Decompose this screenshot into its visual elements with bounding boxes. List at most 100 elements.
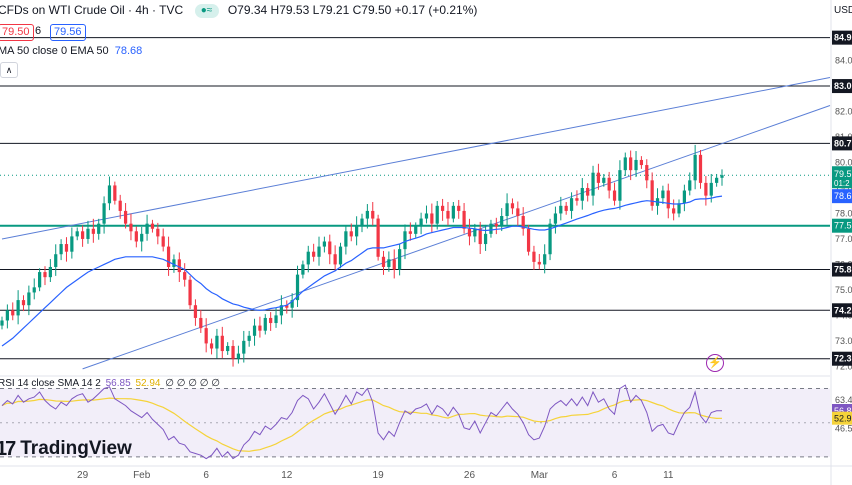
candle-body — [698, 154, 703, 183]
candle-body — [682, 190, 686, 204]
time-axis-tick: 11 — [663, 470, 674, 481]
candle-body — [252, 325, 257, 336]
ask-price-button[interactable]: 79.56 — [50, 24, 86, 41]
candle-body — [209, 343, 214, 349]
candle-body — [113, 185, 117, 201]
candle-body — [322, 241, 326, 247]
rsi-value: 56.85 — [105, 378, 131, 389]
candle-body — [500, 216, 504, 227]
lightning-icon[interactable]: ⚡ — [706, 354, 724, 372]
channel-lower-line — [82, 105, 831, 370]
level-price-tag — [832, 351, 852, 366]
price-axis-tick: 73.0 — [835, 336, 852, 346]
rsi-axis-tick: 46.5 — [835, 424, 852, 434]
candle-body — [177, 259, 181, 273]
chart-title[interactable]: CFDs on WTI Crude Oil · 4h · TVC — [0, 3, 184, 17]
candle-body — [376, 218, 380, 257]
candle-body — [591, 172, 595, 196]
candle-body — [43, 272, 47, 278]
time-axis-tick: 19 — [373, 470, 385, 481]
candle-body — [290, 300, 294, 308]
candle-body — [263, 317, 267, 331]
candle-body — [129, 223, 133, 232]
candle-body — [27, 292, 31, 306]
time-axis-tick: 26 — [464, 470, 476, 481]
candle-body — [516, 208, 520, 217]
candle-body — [355, 226, 359, 237]
price-axis-tick: 82.0 — [835, 107, 852, 117]
candle-body — [365, 210, 369, 219]
candle-body — [145, 223, 149, 234]
candle-body — [258, 325, 262, 331]
candle-body — [59, 244, 63, 255]
candle-body — [693, 154, 697, 181]
bid-price-button[interactable]: 79.50 — [0, 24, 34, 41]
candle-body — [344, 231, 348, 247]
candle-body — [521, 216, 525, 229]
candle-body — [274, 315, 278, 324]
tradingview-logo-text: TradingView — [20, 438, 132, 459]
candle-body — [338, 246, 343, 265]
candle-body — [473, 228, 477, 237]
candle-body — [328, 241, 332, 255]
ohlc-readout: O79.34 H79.53 L79.21 C79.50 +0.17 (+0.21… — [227, 3, 478, 17]
candle-body — [629, 157, 633, 171]
last-price-tag — [832, 166, 852, 189]
level-price-label: 74.2 — [834, 305, 852, 315]
candle-body — [467, 228, 472, 237]
candle-body — [715, 177, 719, 183]
candle-body — [301, 264, 305, 275]
candle-body — [91, 228, 95, 234]
candle-body — [704, 182, 708, 196]
candle-body — [387, 259, 391, 267]
candle-body — [193, 305, 198, 318]
candle-body — [483, 233, 488, 245]
candle-body — [150, 223, 155, 229]
candle-body — [634, 159, 638, 171]
candle-body — [645, 165, 649, 181]
candle-body — [435, 205, 439, 224]
candle-body — [462, 210, 466, 229]
candle-body — [199, 317, 203, 329]
candle-body — [226, 345, 230, 352]
candle-body — [48, 266, 52, 278]
level-price-label: 72.3 — [834, 354, 852, 364]
chevron-up-icon[interactable]: ∧ — [0, 62, 18, 78]
candle-body — [102, 203, 106, 224]
level-price-tag — [832, 30, 852, 45]
candle-body — [183, 272, 187, 280]
price-axis-tick: 77.0 — [835, 234, 852, 244]
candle-body — [575, 198, 579, 201]
candle-body — [672, 208, 676, 214]
candle-body — [419, 218, 423, 227]
level-price-label: 83.0 — [834, 81, 852, 91]
candle-body — [161, 236, 165, 247]
candle-body — [580, 187, 584, 201]
candle-body — [86, 228, 90, 239]
candle-body — [279, 305, 284, 316]
level-price-tag — [832, 136, 852, 151]
candle-body — [118, 200, 122, 211]
currency-label[interactable]: USD — [834, 5, 852, 16]
candle-body — [247, 335, 251, 341]
rsi-indicator-label[interactable]: RSI 14 close SMA 14 2 — [0, 378, 101, 389]
price-axis-tick: 75.0 — [835, 285, 852, 295]
candle-body — [134, 231, 138, 242]
candle-body — [709, 182, 713, 196]
candle-body — [188, 279, 192, 306]
candle-body — [505, 203, 509, 217]
ema-indicator-label[interactable]: MA 50 close 0 EMA 50 — [0, 45, 109, 57]
candle-body — [317, 246, 321, 257]
tradingview-logo[interactable]: 17 TradingView — [0, 437, 132, 461]
level-price-label: 84.9 — [834, 33, 852, 43]
candle-body — [16, 300, 20, 316]
time-axis-tick: Feb — [133, 470, 151, 481]
price-axis-tick: 72.0 — [835, 361, 852, 371]
rsi-line — [1, 384, 722, 460]
support-price-tag — [832, 218, 852, 233]
candle-body — [526, 228, 531, 252]
time-axis-tick: Mar — [531, 470, 549, 481]
candle-body — [54, 254, 58, 267]
rsi-value-tag-label: 56.8 — [834, 406, 852, 416]
